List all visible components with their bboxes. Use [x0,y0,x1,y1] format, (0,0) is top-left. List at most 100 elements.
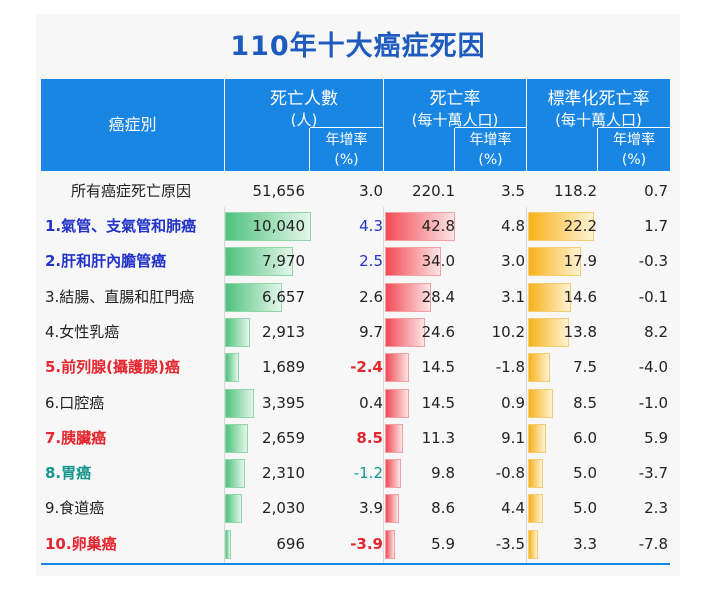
rate-bar [385,317,426,347]
std-rate-growth-value: -0.3 [638,252,668,271]
row-label: 1.氣管、支氣管和肺癌 [45,217,197,235]
std-rate-value: 14.6 [563,287,597,306]
deaths-bar [225,494,243,524]
rate-bar [385,212,455,241]
std-rate-bar [528,388,554,418]
rate-value: 11.3 [421,428,455,447]
header-divider [309,128,310,171]
deaths-value: 10,040 [252,217,306,235]
std-rate-value: 6.0 [573,428,597,447]
std-rate-bar [528,247,582,277]
deaths-value: 696 [276,534,305,553]
std-rate-growth-value: -3.7 [638,464,668,483]
std-rate-growth-value: 8.2 [644,322,668,341]
deaths-growth-value: 8.5 [356,428,383,447]
header-rate-label: 死亡率 [429,89,481,109]
row-label: 10.卵巢癌 [45,534,117,553]
summary-deaths: 51,656 [252,182,306,200]
header-category: 癌症別 [41,79,224,171]
deaths-bar [225,247,294,277]
std-rate-value: 13.8 [563,322,597,341]
header-rate-growth: 年增率 (%) [455,128,526,171]
header-std-rate-label: 標準化死亡率 [547,89,650,109]
summary-deaths-growth: 3.0 [359,182,383,200]
header-deaths-growth: 年增率 (%) [310,128,383,171]
rate-value: 34.0 [421,252,455,271]
rate-growth-value: 4.4 [501,499,525,518]
std-rate-growth-value: -7.8 [638,534,668,553]
summary-row: 所有癌症死亡原因 51,656 3.0 220.1 3.5 118.2 0.7 [41,174,670,209]
std-rate-growth-value: -0.1 [638,287,668,306]
header-divider [597,128,598,171]
table-row: 7.胰臟癌 2,659 8.5 11.3 9.1 6.0 5.9 [41,421,670,456]
summary-rate-growth: 3.5 [501,182,525,200]
deaths-value: 2,659 [262,428,305,447]
rate-growth-value: -1.8 [495,358,525,377]
std-rate-bar [528,459,543,489]
rate-value: 28.4 [421,287,455,306]
header-divider [454,128,455,171]
deaths-value: 1,689 [262,358,305,377]
rate-value: 42.8 [421,217,455,235]
header-std-rate-unit: (每十萬人口) [555,111,642,129]
rate-growth-value: -0.8 [495,464,525,483]
row-label: 5.前列腺(攝護腺)癌 [45,358,180,377]
rate-bar [385,388,409,418]
deaths-growth-value: -2.4 [350,358,383,377]
header-divider [455,127,526,128]
deaths-growth-value: 4.3 [359,217,383,235]
table-row: 9.食道癌 2,030 3.9 8.6 4.4 5.0 2.3 [41,491,670,526]
deaths-bar [225,212,311,241]
table-row: 5.前列腺(攝護腺)癌 1,689 -2.4 14.5 -1.8 7.5 -4.0 [41,350,670,385]
deaths-bar [225,317,250,347]
column-divider [224,207,225,565]
deaths-growth-value: 2.5 [359,252,383,271]
deaths-growth-value: 3.9 [359,499,383,518]
header-divider [526,79,527,171]
deaths-value: 2,310 [262,464,305,483]
table-row: 6.口腔癌 3,395 0.4 14.5 0.9 8.5 -1.0 [41,386,670,421]
deaths-value: 6,657 [262,287,305,306]
rate-growth-value: 10.2 [491,322,525,341]
rate-growth-value: 3.1 [501,287,525,306]
column-divider [526,207,527,565]
deaths-value: 7,970 [262,252,305,271]
std-rate-growth-value: 1.7 [644,217,668,235]
std-rate-growth-value: -4.0 [638,358,668,377]
rate-bar [385,282,432,312]
header-deaths-growth-label: 年增率 [325,132,368,148]
summary-rate: 220.1 [412,182,455,200]
header-std-rate-growth-unit: (%) [621,152,647,168]
std-rate-value: 3.3 [573,534,597,553]
row-label: 9.食道癌 [45,499,105,518]
row-label: 7.胰臟癌 [45,428,107,447]
deaths-bar [225,529,231,559]
header-divider [383,79,384,171]
rate-value: 5.9 [431,534,455,553]
deaths-value: 2,913 [262,322,305,341]
std-rate-bar [528,529,538,559]
deaths-growth-value: 9.7 [359,322,383,341]
std-rate-bar [528,353,551,383]
rate-bar [385,353,409,383]
table-row: 4.女性乳癌 2,913 9.7 24.6 10.2 13.8 8.2 [41,315,670,350]
rate-bar [385,494,400,524]
table-row: 2.肝和肝內膽管癌 7,970 2.5 34.0 3.0 17.9 -0.3 [41,244,670,279]
header-rate-growth-label: 年增率 [469,132,512,148]
deaths-growth-value: -1.2 [353,464,383,483]
rate-growth-value: 0.9 [501,393,525,412]
rate-value: 24.6 [421,322,455,341]
table-row: 10.卵巢癌 696 -3.9 5.9 -3.5 3.3 -7.8 [41,527,670,562]
header-divider [310,127,383,128]
summary-std-rate-growth: 0.7 [644,182,668,200]
std-rate-value: 17.9 [563,252,597,271]
std-rate-bar [528,282,572,312]
rate-bar [385,247,441,277]
rate-value: 14.5 [421,358,455,377]
table-row: 1.氣管、支氣管和肺癌 10,040 4.3 42.8 4.8 22.2 1.7 [41,209,670,244]
deaths-value: 2,030 [262,499,305,518]
header-deaths-unit: (人) [290,111,318,129]
rate-growth-value: 4.8 [501,217,525,235]
header-rate-growth-unit: (%) [478,152,503,168]
deaths-growth-value: -3.9 [350,534,383,553]
